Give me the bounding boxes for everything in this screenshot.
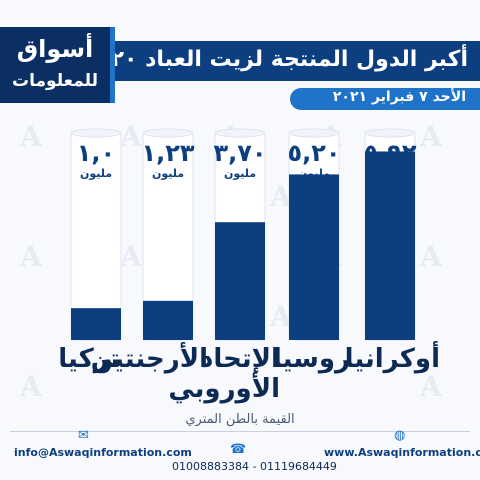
category-label-turkey: تركيا <box>58 344 120 374</box>
bar-russia <box>289 174 339 340</box>
value-label-eu: ٣,٧٠ <box>213 139 266 167</box>
category-label-ukraine: أوكرانيا <box>344 344 440 374</box>
value-label-russia: ٥,٢٠ <box>287 139 340 167</box>
bar-cap-ukraine <box>364 128 416 138</box>
phone-icon: ☎ <box>230 442 247 457</box>
category-label-eu: الإتحاد الأوروبي <box>168 344 280 404</box>
date-label: الأحد ٧ فبراير ٢٠٢١ <box>332 89 466 105</box>
unit-label-eu: مليون <box>224 167 256 180</box>
unit-label-ukraine: مليون <box>374 167 406 180</box>
unit-label-argentina: مليون <box>152 167 184 180</box>
bar-turkey <box>71 308 121 340</box>
bar-argentina <box>143 300 193 340</box>
globe-icon: ◍ <box>394 428 406 443</box>
website-link[interactable]: www.Aswaqinformation.com <box>324 446 480 459</box>
value-label-turkey: ١,٠ <box>77 139 115 167</box>
unit-note: القيمة بالطن المتري <box>185 412 295 427</box>
bar-cap-argentina <box>142 128 194 138</box>
logo: أسواق للمعلومات <box>0 27 115 103</box>
unit-label-turkey: مليون <box>80 167 112 180</box>
bar-ukraine <box>365 151 415 340</box>
envelope-icon: ✉ <box>78 428 89 443</box>
bar-cap-turkey <box>70 128 122 138</box>
footer-divider <box>10 431 470 432</box>
logo-text-primary: أسواق <box>16 35 94 63</box>
unit-label-russia: مليون <box>298 167 330 180</box>
date-band: الأحد ٧ فبراير ٢٠٢١ <box>290 88 480 110</box>
bar-eu <box>215 222 265 340</box>
category-label-russia: روسيا <box>272 344 350 374</box>
logo-text-secondary: للمعلومات <box>12 71 98 91</box>
bar-cap-russia <box>288 128 340 138</box>
bar-cap-eu <box>214 128 266 138</box>
value-label-argentina: ١,٢٣ <box>141 139 194 167</box>
email-link[interactable]: info@Aswaqinformation.com <box>14 446 192 459</box>
value-label-ukraine: ٥,٩٢ <box>363 139 416 167</box>
category-label-argentina: الأرجنتين <box>90 344 208 374</box>
phone-numbers: 01008883384 - 01119684449 <box>172 460 337 473</box>
